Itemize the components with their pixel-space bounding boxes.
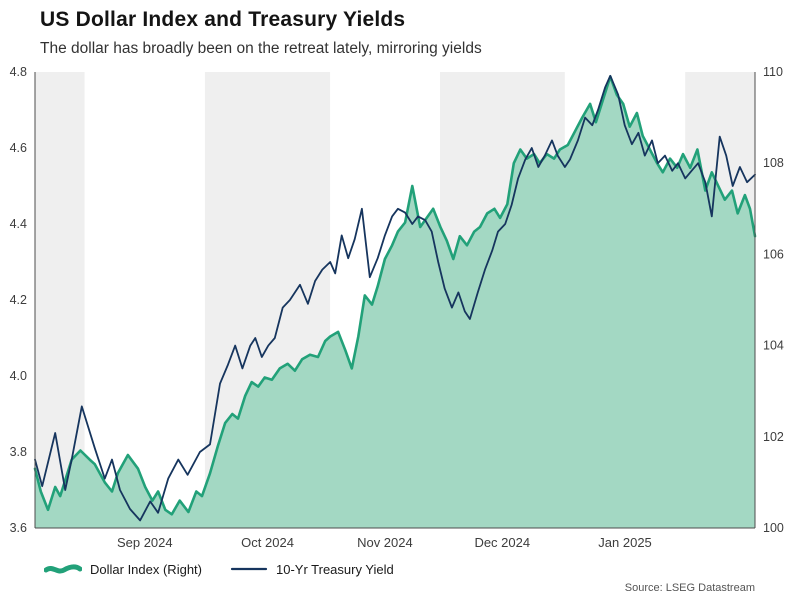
left-axis-tick-label: 3.8 [10, 445, 27, 459]
left-axis-tick-label: 4.6 [10, 141, 27, 155]
series-line-dollar-index [33, 75, 757, 516]
right-axis-tick-label: 110 [763, 65, 783, 79]
left-axis-tick-label: 4.4 [10, 217, 27, 231]
x-axis-tick-label: Dec 2024 [474, 535, 530, 550]
month-band [84, 72, 205, 528]
x-axis-tick-label: Jan 2025 [598, 535, 652, 550]
x-axis-tick-label: Nov 2024 [357, 535, 413, 550]
chart-title: US Dollar Index and Treasury Yields [40, 8, 406, 31]
legend-item-treasury-yield: 10-Yr Treasury Yield [230, 561, 394, 577]
legend: Dollar Index (Right) 10-Yr Treasury Yiel… [44, 561, 394, 577]
legend-item-dollar-index: Dollar Index (Right) [44, 561, 202, 577]
left-axis-tick-label: 4.8 [10, 65, 27, 79]
left-axis-tick-label: 3.6 [10, 521, 27, 535]
x-axis-tick-label: Sep 2024 [117, 535, 173, 550]
right-axis-tick-label: 108 [763, 156, 784, 170]
legend-swatch-treasury-yield-icon [230, 567, 268, 571]
series-area-dollar-index [35, 76, 755, 528]
series-line-treasury-yield [34, 74, 756, 522]
legend-label-treasury-yield: 10-Yr Treasury Yield [276, 561, 394, 577]
right-axis-tick-label: 100 [763, 521, 784, 535]
source-attribution: Source: LSEG Datastream [624, 582, 755, 594]
left-axis-tick-label: 4.0 [10, 369, 27, 383]
right-axis-tick-label: 104 [763, 339, 784, 353]
legend-swatch-dollar-index-icon [44, 564, 82, 574]
month-band [35, 72, 85, 528]
right-axis-tick-label: 106 [763, 247, 784, 261]
left-axis-tick-label: 4.2 [10, 293, 27, 307]
legend-label-dollar-index: Dollar Index (Right) [90, 561, 202, 577]
right-axis-tick-label: 102 [763, 430, 784, 444]
x-axis-tick-label: Oct 2024 [241, 535, 294, 550]
chart-subtitle: The dollar has broadly been on the retre… [40, 40, 482, 57]
